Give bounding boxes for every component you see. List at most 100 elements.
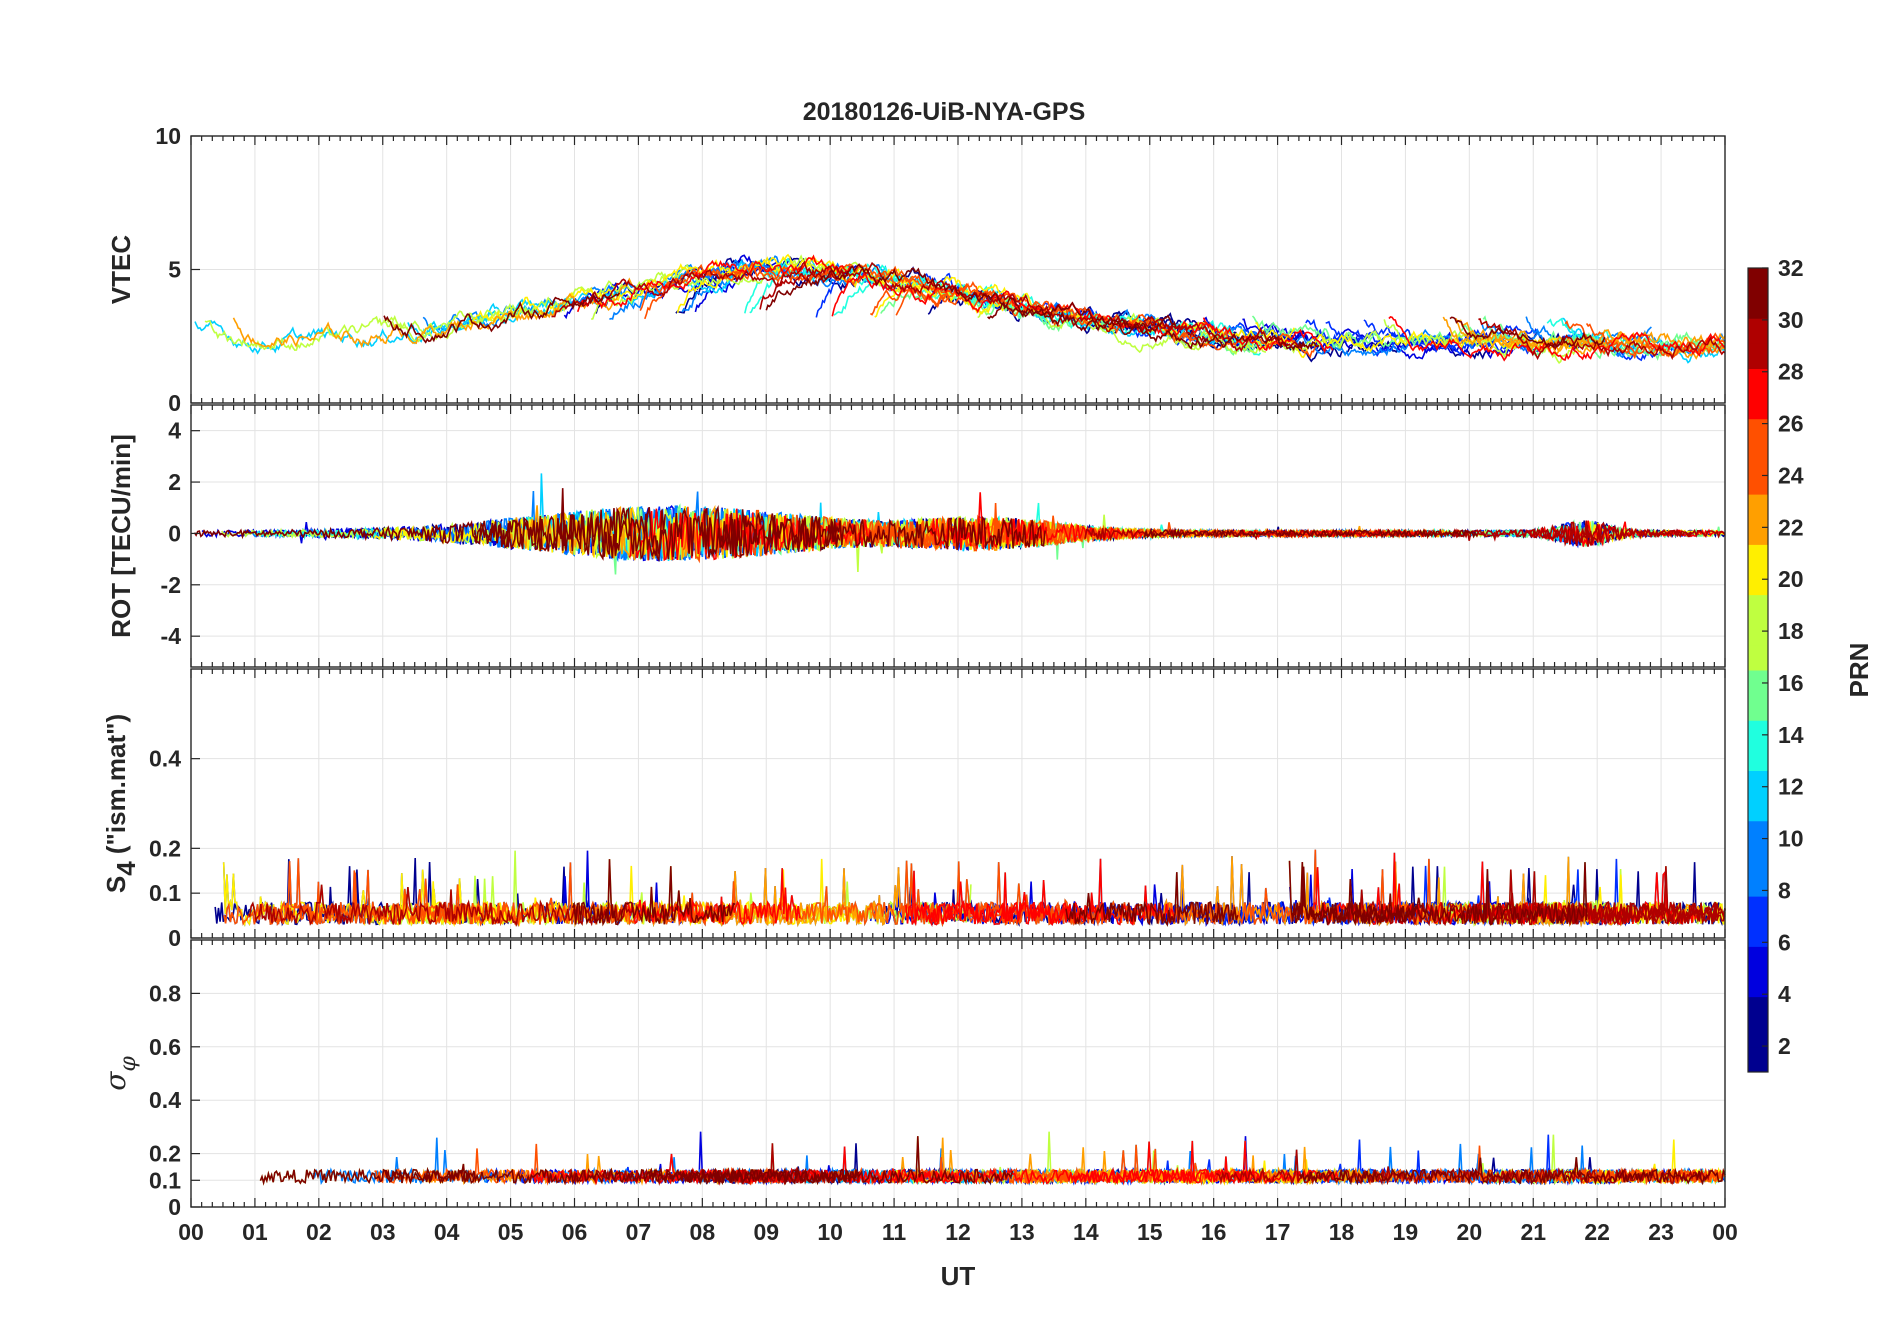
panel-s4: 0 0.1 0.2 0.4 S4 ("ism.mat") [101,668,1726,951]
x-tick-label: 00 [1712,1219,1738,1245]
y-tick-label: 2 [168,469,181,495]
series-group [259,1131,1726,1186]
colorbar-label: PRN [1844,643,1874,698]
x-axis-label: UT [941,1261,976,1291]
y-axis-label: VTEC [106,235,136,305]
colorbar-swatch [1748,1021,1768,1048]
y-tick-label: 0.4 [149,746,181,772]
colorbar-swatch [1748,1046,1768,1073]
y-tick-label: 0.6 [149,1034,181,1060]
series-prn-22 [1156,856,1619,928]
y-tick-label: 0.4 [149,1087,181,1113]
y-tick-label: -4 [161,623,182,649]
colorbar-swatch [1748,494,1768,520]
colorbar-tick-label: 16 [1778,670,1804,696]
series-prn-31 [1298,1157,1726,1186]
y-axis-label: ROT [TECU/min] [106,434,136,638]
series-group [193,473,1726,575]
series-prn-30 [1372,1167,1711,1186]
series-prn-32 [1449,316,1606,349]
x-tick-label: 03 [370,1219,396,1245]
colorbar-swatch [1748,519,1768,545]
y-tick-label: 0.2 [149,835,181,861]
colorbar-tick-label: 4 [1778,981,1791,1007]
y-tick-label: 0.1 [149,880,181,906]
x-tick-label: 11 [882,1219,907,1245]
x-tick-label: 07 [626,1219,652,1245]
colorbar-swatch [1748,418,1768,445]
series-prn-30 [1452,521,1726,546]
colorbar-swatch [1748,569,1768,596]
x-ticks [190,940,1726,1207]
series-prn-28 [905,872,1099,927]
colorbar-swatch [1748,971,1768,998]
series-group [214,849,1726,928]
series-prn-31 [987,296,1320,351]
colorbar-swatch [1748,946,1768,972]
x-ticks [190,669,1726,938]
colorbar-swatch [1748,770,1768,797]
colorbar-swatch [1748,393,1768,420]
y-tick-label: 0.2 [149,1141,181,1167]
y-tick-label: 5 [168,257,181,283]
colorbar-swatch [1748,619,1768,646]
panel-sigphi: 00.10.2 0.4 0.6 0.8 σφ [99,939,1726,1220]
series-prn-32 [571,859,736,927]
panel-rot: -4 -2 0 2 4 ROT [TECU/min] [106,404,1726,668]
series-prn-30 [1473,866,1726,926]
colorbar-tick-label: 2 [1778,1033,1791,1059]
y-tick-label: 4 [168,418,181,444]
series-prn-27 [1202,317,1334,354]
series-prn-32 [1143,526,1478,540]
x-tick-label: 16 [1201,1219,1227,1245]
series-prn-32 [259,1163,476,1186]
x-tick-label: 22 [1584,1219,1610,1245]
colorbar-swatch [1748,670,1768,696]
panel-vtec: 0 5 10 VTEC [106,123,1726,416]
x-tick-label: 06 [562,1219,588,1245]
x-tick-label: 13 [1009,1219,1035,1245]
colorbar-swatch [1748,268,1768,294]
series-prn-22 [232,277,634,349]
colorbar-swatch [1748,544,1768,570]
colorbar-swatch [1748,469,1768,495]
colorbar-swatch [1748,594,1768,621]
series-prn-23 [1455,321,1726,358]
x-tick-label: 09 [753,1219,779,1245]
series-prn-25 [223,861,523,928]
x-tick-label: 23 [1648,1219,1674,1245]
series-prn-26 [1585,322,1726,358]
colorbar-tick-label: 22 [1778,514,1804,540]
colorbar-swatch [1748,795,1768,822]
series-prn-32 [1288,860,1428,927]
x-tick-labels: 00 01 02 03 04 05 06 07 08 09 10 11 12 13 14 15 16 17 18 19… [178,1219,1738,1245]
colorbar-tick-label: 24 [1778,462,1804,488]
x-tick-label: 12 [945,1219,971,1245]
x-tick-label: 08 [690,1219,716,1245]
x-ticks [190,405,1726,667]
colorbar-swatch [1748,996,1768,1023]
series-prn-26 [844,517,1099,552]
series-prn-26 [652,860,1156,927]
colorbar-swatch [1748,845,1768,872]
x-tick-label: 20 [1457,1219,1483,1245]
x-tick-label: 14 [1073,1219,1099,1245]
x-tick-label: 05 [498,1219,524,1245]
y-tick-label: 0 [168,520,181,546]
y-tick-label: 0 [168,1194,181,1220]
x-tick-label: 10 [817,1219,843,1245]
series-prn-30 [247,884,634,927]
colorbar-swatch [1748,343,1768,369]
y-tick-label: -2 [161,572,181,598]
y-tick-label: 0 [168,390,181,416]
x-tick-label: 01 [242,1219,268,1245]
x-tick-label: 04 [434,1219,460,1245]
colorbar-tick-label: 10 [1778,826,1804,852]
colorbar-swatch [1748,318,1768,344]
x-tick-label: 21 [1520,1219,1546,1245]
series-prn-28 [929,492,1144,551]
colorbar-swatch [1748,720,1768,746]
x-tick-label: 18 [1329,1219,1355,1245]
